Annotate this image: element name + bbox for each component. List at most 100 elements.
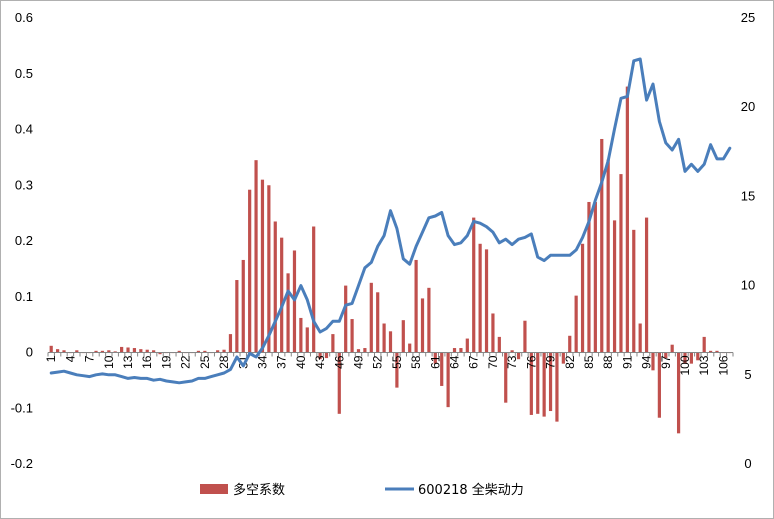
- bar: [683, 352, 687, 364]
- bar: [324, 352, 329, 359]
- bar: [280, 237, 284, 353]
- bar: [491, 313, 495, 353]
- bar: [446, 352, 450, 408]
- bar: [465, 338, 469, 353]
- bar: [593, 201, 597, 353]
- bar: [267, 185, 271, 353]
- x-tick-label: 49: [351, 355, 365, 369]
- bar: [273, 221, 277, 353]
- legend-label-bar: 多空系数: [233, 482, 285, 498]
- right-tick-label: 20: [741, 99, 755, 114]
- bar: [132, 348, 137, 353]
- bar: [260, 179, 265, 353]
- bar: [478, 243, 482, 353]
- bar: [177, 350, 181, 353]
- bar: [542, 352, 546, 417]
- bar: [337, 352, 341, 414]
- bar: [388, 331, 393, 353]
- bar: [523, 320, 527, 353]
- bar: [152, 350, 156, 353]
- bar: [120, 346, 124, 353]
- bar: [248, 189, 252, 353]
- left-tick-label: 0.6: [15, 10, 33, 25]
- bar: [196, 350, 201, 353]
- bar: [696, 352, 700, 361]
- x-tick-label: 40: [294, 355, 308, 369]
- bar: [600, 138, 604, 353]
- bar: [113, 351, 117, 353]
- x-tick-label: 1: [44, 355, 58, 362]
- bar: [56, 349, 60, 353]
- x-tick-label: 43: [313, 355, 327, 369]
- bar: [350, 319, 354, 353]
- bar: [606, 159, 610, 353]
- bar: [414, 259, 418, 353]
- left-tick-label: 0.5: [15, 66, 33, 81]
- bar: [625, 86, 629, 353]
- x-tick-label: 4: [63, 355, 77, 362]
- bar: [459, 348, 463, 353]
- x-tick-label: 61: [428, 355, 442, 369]
- line-series: [49, 57, 732, 385]
- bar: [555, 352, 559, 422]
- bar: [62, 350, 66, 353]
- bar: [344, 285, 348, 353]
- x-tick-label: 58: [409, 355, 423, 369]
- x-tick-label: 10: [102, 355, 116, 369]
- bar: [702, 336, 706, 353]
- right-axis: 0 5 10 15 20 25: [741, 10, 755, 471]
- x-tick-label: 79: [544, 355, 558, 369]
- left-axis: -0.2 -0.1 0 0.1 0.2 0.3 0.4 0.5 0.6: [11, 10, 33, 471]
- x-tick-label: 46: [332, 355, 346, 369]
- bar: [126, 347, 130, 353]
- bar: [516, 352, 521, 360]
- x-tick-label: 70: [486, 355, 500, 369]
- left-tick-label: -0.2: [11, 456, 33, 471]
- left-tick-label: 0.3: [15, 177, 33, 192]
- x-tick-label: 85: [582, 355, 596, 369]
- bar: [382, 323, 386, 353]
- bar: [427, 287, 431, 353]
- bar: [484, 249, 489, 353]
- legend-label-line: 600218 全柴动力: [418, 482, 524, 498]
- bar: [548, 352, 553, 412]
- bar: [619, 174, 623, 353]
- x-axis: 1 4 7 10 13 16 19 22 25 28 31 34 37 40 43 46 49 52 55 58 61 6…: [44, 352, 734, 376]
- x-tick-label: 7: [83, 355, 97, 362]
- bar: [638, 323, 642, 353]
- bar: [292, 250, 297, 353]
- bar: [286, 273, 290, 353]
- bar: [318, 352, 322, 360]
- bar: [369, 282, 373, 353]
- bar: [529, 352, 533, 415]
- bar: [241, 259, 245, 353]
- x-tick-label: 100: [678, 355, 692, 375]
- bar: [331, 334, 335, 353]
- bar-series: [49, 86, 732, 434]
- right-tick-label: 15: [741, 188, 755, 203]
- x-tick-label: 64: [448, 355, 462, 369]
- bar: [254, 160, 258, 353]
- bar: [664, 352, 668, 359]
- bar: [100, 350, 105, 353]
- bar: [139, 349, 143, 353]
- x-tick-label: 52: [371, 355, 385, 369]
- bar: [363, 348, 367, 353]
- bar: [536, 352, 540, 414]
- bar: [222, 349, 226, 353]
- bar: [440, 352, 444, 386]
- right-tick-label: 25: [741, 10, 755, 25]
- bar: [228, 334, 233, 353]
- x-tick-label: 73: [505, 355, 519, 369]
- left-tick-label: -0.1: [11, 400, 33, 415]
- right-tick-label: 0: [744, 456, 751, 471]
- bar: [568, 335, 572, 353]
- bar: [420, 298, 425, 353]
- x-tick-label: 88: [601, 355, 615, 369]
- x-tick-label: 82: [563, 355, 577, 369]
- bar: [472, 217, 476, 353]
- bar: [657, 352, 661, 418]
- bar: [305, 327, 309, 353]
- left-tick-label: 0.2: [15, 233, 33, 248]
